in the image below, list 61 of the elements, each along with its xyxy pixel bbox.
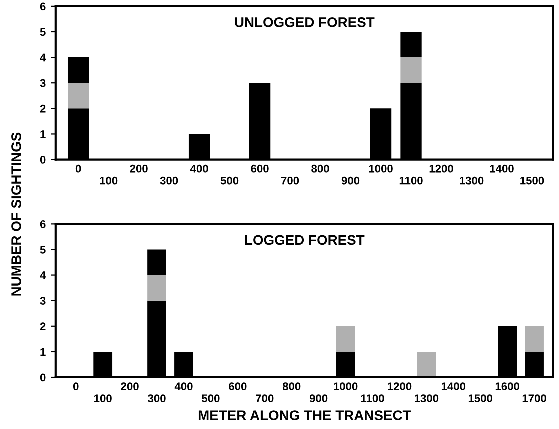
x-tick-label: 1500 (468, 394, 493, 403)
bar (336, 326, 356, 352)
y-tick-label: 2 (40, 104, 46, 113)
bar (68, 83, 90, 109)
x-tick-label: 1400 (442, 382, 466, 391)
y-tick-label: 1 (40, 348, 46, 356)
bar (148, 275, 166, 301)
x-tick-label: 1000 (369, 164, 393, 173)
y-tick-label: 4 (40, 54, 46, 62)
x-tick-label: 100 (94, 394, 112, 403)
x-tick-label: 1400 (490, 164, 514, 173)
x-tick-label: 1700 (522, 394, 546, 403)
x-tick-label: 1300 (415, 394, 439, 403)
x-tick-label: 200 (121, 382, 139, 391)
x-tick-label: 1200 (388, 382, 412, 391)
text: LOGGED FOREST (245, 235, 365, 246)
x-tick-label: 0 (73, 382, 79, 391)
y-tick-label: 5 (40, 28, 46, 36)
x-tick-label: 1200 (430, 164, 454, 173)
bar (400, 32, 422, 58)
bar (400, 58, 422, 84)
x-tick-label: 1100 (361, 394, 384, 403)
x-tick-label: 1000 (334, 382, 358, 391)
x-tick-label: 700 (282, 176, 300, 185)
bar (148, 250, 166, 276)
y-tick-label: 3 (40, 297, 46, 305)
x-tick-label: 1500 (520, 176, 544, 185)
bar (68, 58, 90, 84)
y-axis-title: NUMBER OF SIGHTINGS (12, 132, 22, 296)
x-tick-label: 1300 (460, 176, 484, 185)
x-tick-label: 600 (251, 164, 269, 173)
y-tick-label: 3 (40, 79, 46, 88)
x-axis-title: METER ALONG THE TRANSECT (198, 410, 412, 420)
x-tick-label: 800 (282, 382, 301, 391)
y-tick-label: 6 (40, 220, 46, 228)
x-tick-label: 400 (174, 382, 193, 391)
y-tick-label: 6 (40, 2, 46, 11)
x-tick-label: 900 (342, 176, 360, 185)
y-tick-label: 5 (40, 246, 46, 254)
y-tick-label: 1 (40, 130, 46, 138)
bar (417, 352, 436, 378)
y-tick-label: 0 (40, 374, 46, 382)
x-tick-label: 100 (100, 176, 118, 185)
text: UNLOGGED FOREST (235, 18, 375, 28)
y-tick-label: 4 (40, 272, 46, 280)
y-tick-label: 2 (40, 322, 46, 330)
x-tick-label: 200 (130, 164, 148, 173)
x-tick-label: 500 (202, 394, 220, 403)
x-tick-label: 300 (148, 394, 166, 403)
x-tick-label: 0 (76, 164, 82, 173)
x-tick-label: 700 (256, 394, 274, 403)
x-tick-label: 900 (310, 394, 328, 403)
x-tick-label: 400 (190, 164, 208, 173)
x-tick-label: 300 (160, 176, 178, 185)
x-tick-label: 600 (229, 382, 247, 391)
x-tick-label: 800 (312, 164, 330, 173)
bar (525, 326, 544, 352)
y-tick-label: 0 (40, 156, 46, 164)
x-tick-label: 1100 (400, 176, 423, 185)
x-tick-label: 1600 (496, 382, 520, 391)
x-tick-label: 500 (220, 176, 239, 185)
